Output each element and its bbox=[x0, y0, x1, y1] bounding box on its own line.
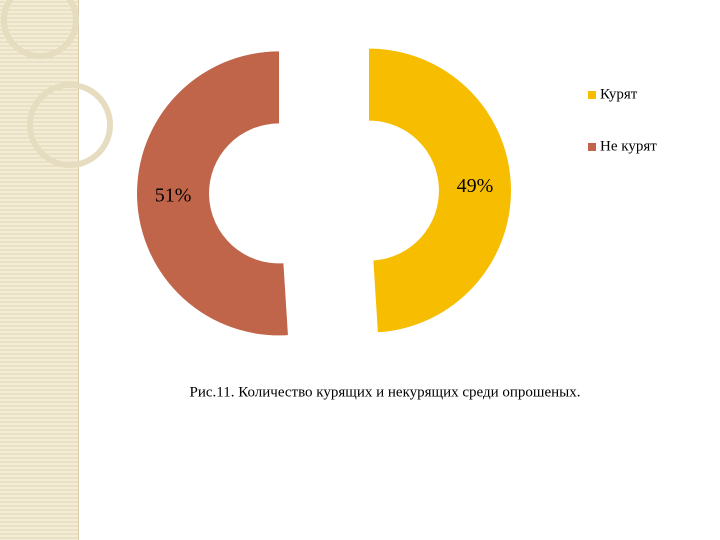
data-label: 49% bbox=[457, 175, 494, 197]
caption: Рис.11. Количество курящих и некурящих с… bbox=[190, 384, 581, 400]
side-strip bbox=[0, 0, 78, 540]
donut-segment bbox=[368, 48, 511, 333]
legend-swatch bbox=[588, 91, 596, 99]
decor-circles bbox=[1, 0, 113, 168]
legend-label: Не курят bbox=[600, 138, 657, 154]
donut-segment bbox=[137, 51, 288, 336]
legend-swatch bbox=[588, 143, 596, 151]
legend-label: Курят bbox=[600, 86, 638, 102]
data-label: 51% bbox=[155, 184, 192, 206]
